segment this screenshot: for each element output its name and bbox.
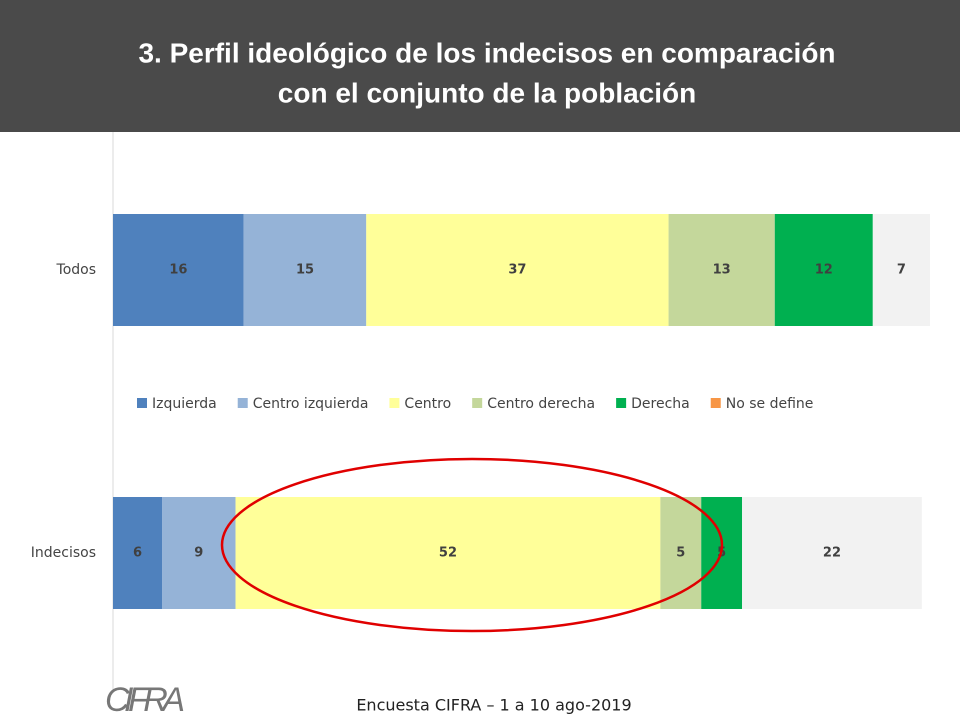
legend-swatch	[616, 398, 627, 408]
legend-label: Centro izquierda	[253, 396, 369, 412]
footer: Encuesta CIFRA – 1 a 10 ago-2019	[356, 696, 631, 715]
legend-swatch	[472, 398, 483, 408]
header-band	[0, 0, 960, 132]
bar-segment	[660, 497, 702, 609]
legend-label: Izquierda	[152, 396, 217, 412]
legend-label: Centro derecha	[487, 396, 595, 412]
bar-segment	[113, 497, 163, 609]
data-label: 52	[439, 546, 457, 561]
data-label: 7	[897, 263, 906, 278]
data-label: 12	[815, 263, 833, 278]
data-label: 15	[296, 263, 314, 278]
bar-segment	[366, 214, 669, 326]
legend-swatch	[137, 398, 147, 408]
bar-segment	[774, 214, 873, 326]
highlight-ellipse	[220, 457, 724, 633]
data-label: 37	[508, 263, 526, 278]
legend-label: Centro	[404, 396, 451, 412]
data-label: 13	[713, 263, 731, 278]
bar-segment	[872, 214, 930, 326]
legend-label: Derecha	[631, 396, 690, 412]
bar-segment	[243, 214, 367, 326]
data-label: 22	[823, 546, 841, 561]
data-label: 16	[169, 263, 187, 278]
bar-segment	[235, 497, 661, 609]
bar-segment	[668, 214, 775, 326]
legend-swatch	[237, 398, 248, 408]
bar-segment	[742, 497, 922, 609]
legend-label: No se define	[726, 396, 814, 412]
data-label: 6	[133, 546, 142, 561]
legend-swatch	[389, 398, 400, 408]
title-line: 3. Perfil ideológico de los indecisos en…	[138, 37, 835, 68]
title-line: con el conjunto de la población	[278, 77, 696, 108]
logo: CIFRA	[105, 681, 185, 719]
y-tick-label: Todos	[56, 262, 96, 278]
bar-segment	[113, 214, 244, 326]
y-tick-label: Indecisos	[31, 545, 96, 561]
data-label: 5	[676, 546, 685, 561]
data-label: 9	[194, 546, 203, 561]
legend-swatch	[710, 398, 721, 408]
